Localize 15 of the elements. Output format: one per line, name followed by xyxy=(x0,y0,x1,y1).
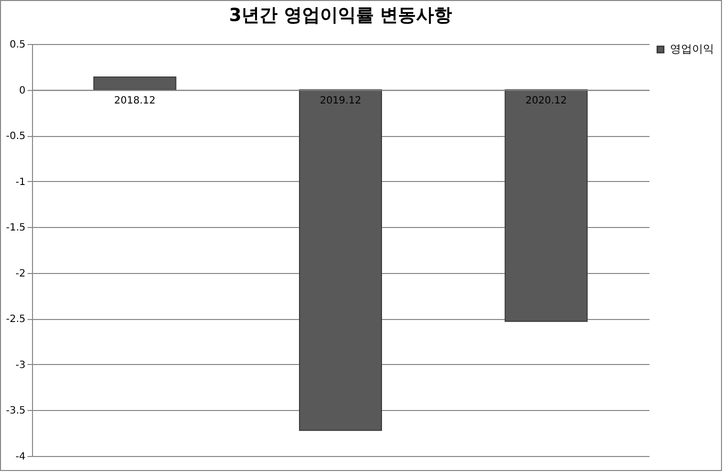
y-tick-label: -0.5 xyxy=(6,131,26,142)
y-tick-label: -1.5 xyxy=(6,222,26,234)
x-tick-label: 2019.12 xyxy=(320,95,362,106)
y-tick-label: 0.5 xyxy=(10,40,26,50)
y-tick-label: -3 xyxy=(16,360,26,371)
y-tick-label: 0 xyxy=(19,85,26,96)
y-tick-label: -1 xyxy=(16,176,26,188)
y-tick-label: -2.5 xyxy=(6,314,26,326)
y-tick-label: -3.5 xyxy=(6,406,26,417)
x-tick-label: 2018.12 xyxy=(114,95,156,106)
y-tick-label: -2 xyxy=(16,268,26,280)
legend-label: 영업이익 xyxy=(670,42,714,56)
chart-title: 3년간 영업이익률 변동사항 xyxy=(228,5,452,26)
x-tick-label: 2020.12 xyxy=(525,95,567,106)
y-tick-label: -4 xyxy=(16,452,26,462)
